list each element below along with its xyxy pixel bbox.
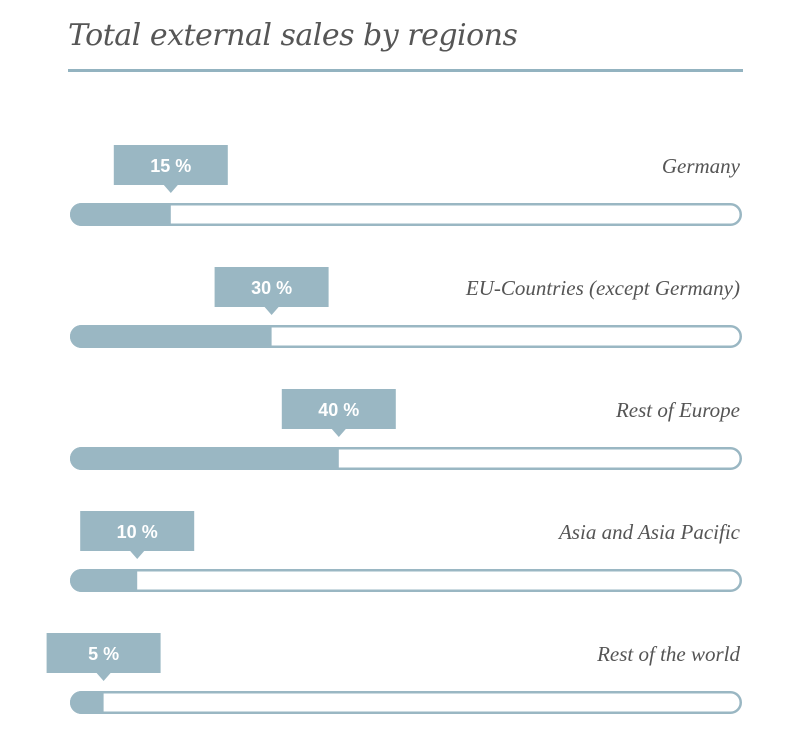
- chart-title: Total external sales by regions: [68, 18, 518, 53]
- region-label: Germany: [662, 154, 741, 178]
- region-row: 15 % Germany: [70, 145, 742, 226]
- bar-fill: [70, 203, 171, 226]
- value-label: 15 %: [150, 156, 191, 176]
- region-row: 10 % Asia and Asia Pacific: [70, 511, 742, 592]
- bar-outline: [70, 447, 742, 470]
- bar-outline: [70, 569, 742, 592]
- region-label: Asia and Asia Pacific: [557, 520, 741, 544]
- bar-outline: [70, 691, 742, 714]
- value-callout: [281, 389, 396, 437]
- title-underline: [68, 69, 743, 72]
- region-label: Rest of Europe: [615, 398, 740, 422]
- bar-fill: [70, 569, 138, 592]
- region-label: EU-Countries (except Germany): [465, 276, 740, 300]
- bar-fill: [70, 691, 104, 714]
- region-label: Rest of the world: [596, 642, 740, 666]
- value-callout: [80, 511, 195, 559]
- value-callout: [214, 267, 329, 315]
- value-label: 5 %: [88, 644, 119, 664]
- value-label: 30 %: [251, 278, 292, 298]
- value-callout: [46, 633, 161, 681]
- value-label: 40 %: [318, 400, 359, 420]
- bar-track: [70, 569, 742, 592]
- region-row: 30 % EU-Countries (except Germany): [70, 267, 742, 348]
- bar-outline: [70, 325, 742, 348]
- region-row: 5 % Rest of the world: [46, 633, 742, 714]
- bar-track: [70, 203, 742, 226]
- value-label: 10 %: [117, 522, 158, 542]
- bar-fill: [70, 325, 272, 348]
- bar-track: [70, 691, 742, 714]
- bar-outline: [70, 203, 742, 226]
- bar-fill: [70, 447, 339, 470]
- region-row: 40 % Rest of Europe: [70, 389, 742, 470]
- value-callout: [113, 145, 228, 193]
